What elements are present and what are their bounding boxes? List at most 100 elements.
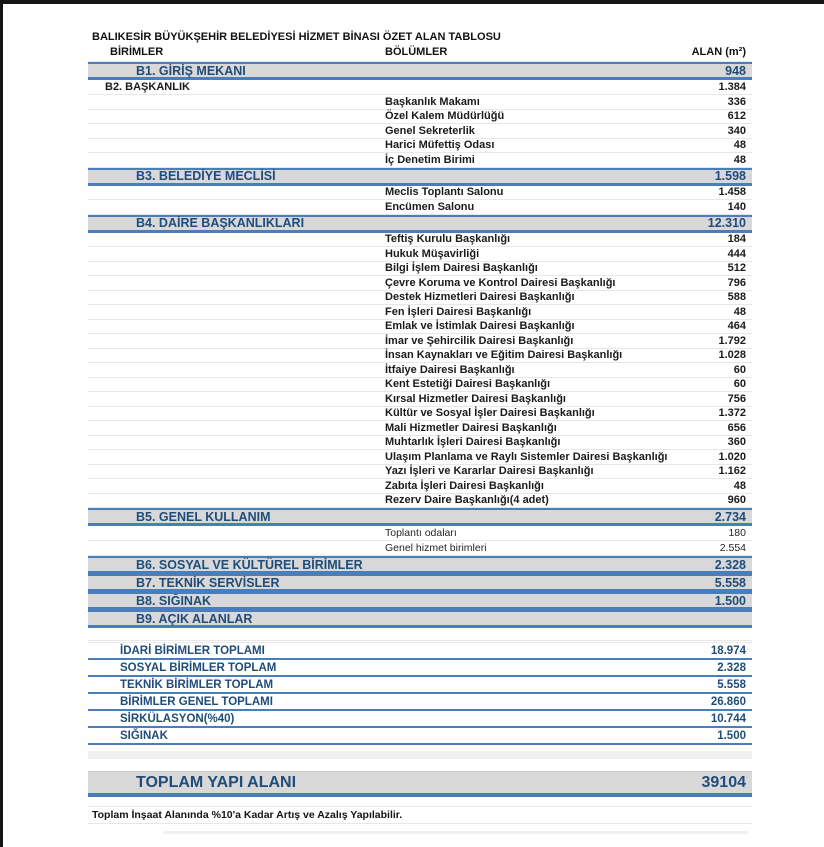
sub-row: Yazı İşleri ve Kararlar Dairesi Başkanlı… — [88, 465, 752, 479]
bottom-divider — [163, 831, 748, 834]
row-value: 588 — [727, 291, 746, 304]
sub-row: Rezerv Daire Başkanlığı(4 adet) 960 — [88, 494, 752, 508]
row-label: Emlak ve İstimlak Dairesi Başkanlığı — [385, 320, 575, 333]
row-label: İnsan Kaynakları ve Eğitim Dairesi Başka… — [385, 349, 623, 362]
row-label: Teftiş Kurulu Başkanlığı — [385, 233, 511, 246]
row-value: 512 — [727, 262, 746, 275]
total-row: BİRİMLER GENEL TOPLAMI 26.860 — [88, 694, 752, 711]
sub-row: İç Denetim Birimi 48 — [88, 153, 752, 168]
row-label: Encümen Salonu — [385, 200, 475, 213]
total-row: SIĞINAK 1.500 — [88, 728, 752, 745]
total-row: TEKNİK BİRİMLER TOPLAM 5.558 — [88, 677, 752, 694]
row-label: Rezerv Daire Başkanlığı(4 adet) — [385, 494, 549, 507]
sub-row: Encümen Salonu 140 — [88, 200, 752, 215]
sub-row: Kırsal Hizmetler Dairesi Başkanlığı 756 — [88, 392, 752, 407]
total-row: SİRKÜLASYON(%40) 10.744 — [88, 711, 752, 728]
row-label: B9. AÇIK ALANLAR — [136, 611, 253, 626]
row-value: 336 — [727, 95, 746, 108]
sub-light-row: Toplantı odaları 180 — [88, 526, 752, 541]
row-label: B5. GENEL KULLANIM — [136, 509, 271, 524]
row-value: 1.500 — [714, 593, 746, 608]
row-label: İmar ve Şehircilik Dairesi Başkanlığı — [385, 334, 574, 347]
row-value: 48 — [733, 305, 746, 318]
totals-table: İDARİ BİRİMLER TOPLAMI 18.974 SOSYAL BİRİM… — [88, 642, 752, 745]
row-label: Başkanlık Makamı — [385, 95, 480, 108]
row-value: 180 — [728, 527, 746, 539]
sub-row: Kent Estetiği Dairesi Başkanlığı 60 — [88, 378, 752, 392]
grand-total-value: 39104 — [701, 773, 747, 791]
row-value: 360 — [727, 436, 746, 449]
row-label: SOSYAL BİRİMLER TOPLAM — [120, 661, 277, 674]
sub-row: Teftiş Kurulu Başkanlığı 184 — [88, 233, 752, 247]
row-label: Kent Estetiği Dairesi Başkanlığı — [385, 378, 551, 391]
row-label: Kırsal Hizmetler Dairesi Başkanlığı — [385, 392, 566, 405]
summary-area-table: B1. GİRİŞ MEKANI 948 B2. BAŞKANLIK 1.384 Baş… — [88, 62, 752, 628]
sub-row: Başkanlık Makamı 336 — [88, 95, 752, 110]
row-label: Yazı İşleri ve Kararlar Dairesi Başkanlı… — [385, 465, 594, 478]
sub-row: Harici Müfettiş Odası 48 — [88, 139, 752, 153]
row-label: B7. TEKNİK SERVİSLER — [136, 575, 280, 590]
row-value: 60 — [733, 378, 746, 391]
section-row: B4. DAİRE BAŞKANLIKLARI 12.310 — [88, 214, 752, 233]
row-value: 1.384 — [718, 81, 746, 93]
section-row: B1. GİRİŞ MEKANI 948 — [88, 62, 752, 80]
row-label: Destek Hizmetleri Dairesi Başkanlığı — [385, 291, 575, 304]
row-label: B3. BELEDİYE MECLİSİ — [136, 169, 276, 183]
sub-row: Meclis Toplantı Salonu 1.458 — [88, 186, 752, 200]
column-header-row: BİRİMLER BÖLÜMLER ALAN (m²) — [88, 46, 752, 62]
row-value: 2.328 — [717, 661, 746, 674]
sub-row: İtfaiye Dairesi Başkanlığı 60 — [88, 363, 752, 378]
row-value: 1.792 — [718, 334, 746, 347]
section-row: B7. TEKNİK SERVİSLER 5.558 — [88, 574, 752, 592]
sub-row: Zabıta İşleri Dairesi Başkanlığı 48 — [88, 479, 752, 494]
row-value: 184 — [727, 233, 746, 246]
section-totals-divider — [88, 628, 752, 641]
row-value: 10.744 — [710, 712, 746, 725]
footnote-row: Toplam İnşaat Alanında %10'a Kadar Artış… — [88, 806, 752, 824]
row-value: 960 — [727, 494, 746, 507]
sub-row: Bilgi İşlem Dairesi Başkanlığı 512 — [88, 262, 752, 276]
row-label: İDARİ BİRİMLER TOPLAMI — [120, 644, 265, 657]
row-value: 796 — [727, 276, 746, 289]
row-label: Kültür ve Sosyal İşler Dairesi Başkanlığ… — [385, 407, 595, 420]
section-row: B8. SIĞINAK 1.500 — [88, 592, 752, 610]
sub-row: Destek Hizmetleri Dairesi Başkanlığı 588 — [88, 291, 752, 305]
sub-row: Çevre Koruma ve Kontrol Dairesi Başkanlı… — [88, 276, 752, 291]
grand-total-row: TOPLAM YAPI ALANI 39104 — [88, 771, 752, 797]
sub-row: Fen İşleri Dairesi Başkanlığı 48 — [88, 305, 752, 320]
row-label: TEKNİK BİRİMLER TOPLAM — [120, 678, 274, 691]
sub-row: Muhtarlık İşleri Dairesi Başkanlığı 360 — [88, 436, 752, 450]
column-header-alan: ALAN (m²) — [691, 46, 746, 58]
row-value: 756 — [727, 392, 746, 405]
sub-light-row: Genel hizmet birimleri 2.554 — [88, 541, 752, 556]
row-value: 1.458 — [718, 186, 746, 199]
sub-row: Ulaşım Planlama ve Raylı Sistemler Daire… — [88, 450, 752, 465]
section-row: B5. GENEL KULLANIM 2.734 — [88, 508, 752, 526]
row-value: 1.020 — [718, 450, 746, 463]
row-label: SİRKÜLASYON(%40) — [120, 712, 235, 725]
row-label: B8. SIĞINAK — [136, 593, 212, 608]
row-value: 18.974 — [710, 644, 746, 657]
row-label: İtfaiye Dairesi Başkanlığı — [385, 363, 515, 376]
row-value: 2.328 — [714, 557, 746, 572]
unit-row: B2. BAŞKANLIK 1.384 — [88, 80, 752, 95]
row-value: 1.162 — [718, 465, 746, 478]
row-label: İç Denetim Birimi — [385, 153, 475, 166]
row-label: BİRİMLER GENEL TOPLAMI — [120, 695, 273, 708]
row-label: Çevre Koruma ve Kontrol Dairesi Başkanlı… — [385, 276, 616, 289]
row-value: 60 — [733, 363, 746, 376]
row-label: Ulaşım Planlama ve Raylı Sistemler Daire… — [385, 450, 668, 463]
row-label: B2. BAŞKANLIK — [105, 81, 190, 93]
sub-row: İmar ve Şehircilik Dairesi Başkanlığı 1.7… — [88, 334, 752, 349]
row-value: 444 — [727, 247, 746, 260]
row-value: 948 — [725, 63, 746, 78]
row-label: Mali Hizmetler Dairesi Başkanlığı — [385, 421, 557, 434]
spacer-band — [88, 751, 752, 759]
table-area: BALIKESİR BÜYÜKŞEHİR BELEDİYESİ HİZMET B… — [88, 4, 752, 834]
row-value: 26.860 — [710, 695, 746, 708]
row-label: Genel hizmet birimleri — [385, 542, 487, 554]
row-label: Muhtarlık İşleri Dairesi Başkanlığı — [385, 436, 561, 449]
row-value: 2.734 — [714, 509, 746, 524]
row-value: 340 — [727, 124, 746, 137]
